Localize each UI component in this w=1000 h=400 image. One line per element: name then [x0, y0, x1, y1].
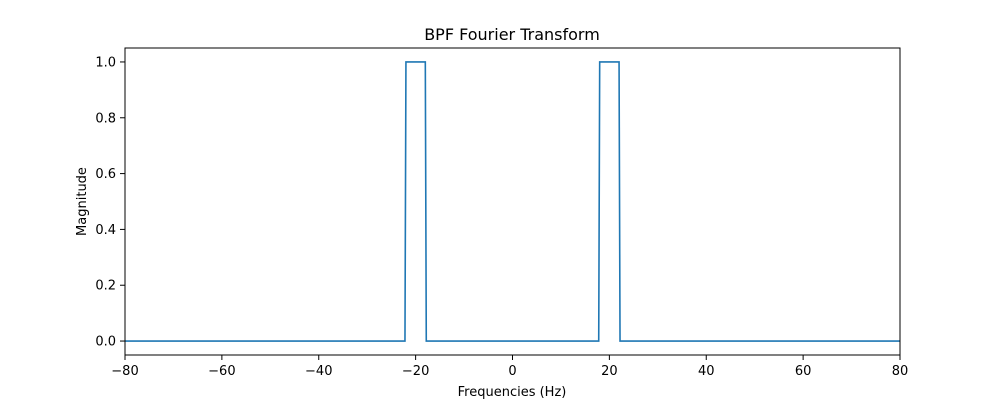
x-tick-label: 80 — [892, 364, 909, 379]
x-tick-label: 60 — [795, 364, 812, 379]
x-tick-label: 0 — [508, 364, 516, 379]
x-axis-ticks: −80 −60 −40 −20 0 20 40 60 80 — [111, 355, 908, 379]
y-tick-label: 0.4 — [95, 223, 116, 238]
x-tick-label: −60 — [208, 364, 235, 379]
x-tick-label: −20 — [402, 364, 429, 379]
axes-frame — [124, 47, 901, 356]
y-tick-label: 0.6 — [95, 167, 116, 182]
y-tick-label: 1.0 — [95, 55, 116, 70]
plot-area — [125, 61, 900, 342]
x-tick-label: 40 — [698, 364, 715, 379]
series-line-0 — [125, 61, 900, 342]
y-axis-ticks: 0.0 0.2 0.4 0.6 0.8 1.0 — [95, 55, 125, 350]
y-axis-label: Magnitude — [75, 167, 90, 236]
x-tick-label: 20 — [601, 364, 618, 379]
y-tick-label: 0.0 — [95, 335, 116, 350]
chart-title: BPF Fourier Transform — [424, 25, 600, 44]
x-tick-label: −40 — [305, 364, 332, 379]
x-tick-label: −80 — [111, 364, 138, 379]
x-axis-label: Frequencies (Hz) — [458, 385, 567, 400]
y-tick-label: 0.2 — [95, 279, 116, 294]
y-tick-label: 0.8 — [95, 111, 116, 126]
